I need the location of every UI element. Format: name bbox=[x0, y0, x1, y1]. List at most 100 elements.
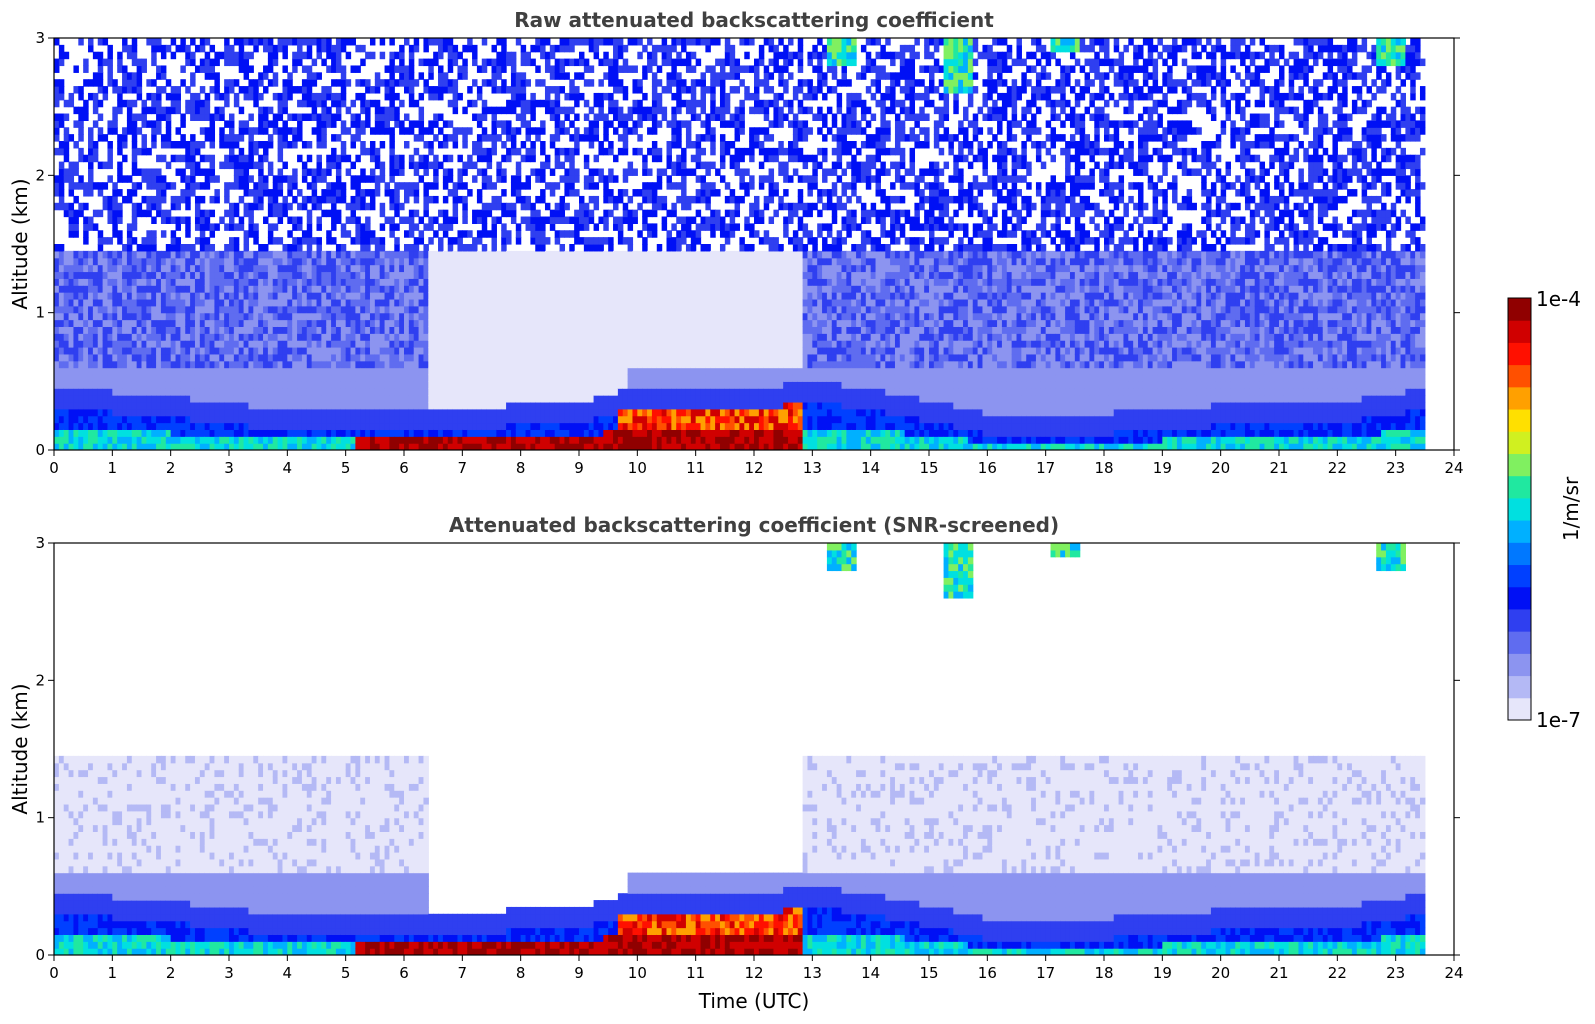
heatmap-cell bbox=[209, 141, 216, 149]
heatmap-cell bbox=[282, 415, 288, 424]
heatmap-cell bbox=[467, 264, 473, 273]
heatmap-cell bbox=[491, 264, 497, 273]
heatmap-cell bbox=[306, 237, 313, 245]
heatmap-cell bbox=[97, 127, 104, 135]
heatmap-cell bbox=[520, 113, 527, 121]
heatmap-cell bbox=[520, 182, 527, 190]
heatmap-cell bbox=[78, 408, 84, 417]
heatmap-cell bbox=[141, 99, 147, 108]
heatmap-cell bbox=[248, 326, 254, 334]
heatmap-cell bbox=[253, 278, 259, 286]
heatmap-cell bbox=[68, 285, 75, 293]
heatmap-cell bbox=[399, 79, 405, 87]
heatmap-cell bbox=[54, 65, 60, 73]
heatmap-cell bbox=[311, 58, 318, 67]
heatmap-cell bbox=[88, 44, 94, 53]
heatmap-cell bbox=[544, 99, 551, 108]
heatmap-cell bbox=[564, 257, 570, 266]
heatmap-cell bbox=[282, 436, 288, 444]
heatmap-cell bbox=[486, 298, 493, 307]
heatmap-cell bbox=[73, 360, 79, 369]
heatmap-cell bbox=[452, 99, 459, 108]
heatmap-cell bbox=[389, 175, 395, 183]
heatmap-cell bbox=[258, 175, 264, 183]
heatmap-cell bbox=[549, 353, 556, 362]
heatmap-cell bbox=[97, 319, 104, 327]
heatmap-cell bbox=[569, 189, 575, 197]
heatmap-cell bbox=[360, 278, 366, 286]
heatmap-cell bbox=[136, 285, 143, 293]
heatmap-cell bbox=[365, 223, 371, 231]
heatmap-cell bbox=[544, 182, 551, 190]
heatmap-cell bbox=[78, 367, 84, 376]
heatmap-cell bbox=[501, 395, 507, 403]
heatmap-cell bbox=[233, 182, 240, 190]
heatmap-cell bbox=[122, 44, 128, 53]
heatmap-cell bbox=[209, 298, 216, 307]
heatmap-cell bbox=[525, 175, 531, 183]
heatmap-cell bbox=[559, 127, 566, 135]
heatmap-cell bbox=[326, 319, 332, 327]
heatmap-cell bbox=[340, 99, 347, 108]
heatmap-cell bbox=[404, 250, 410, 259]
heatmap-cell bbox=[156, 312, 162, 321]
heatmap-cell bbox=[481, 79, 488, 87]
heatmap-cell bbox=[126, 422, 133, 430]
heatmap-cell bbox=[510, 99, 517, 108]
heatmap-cell bbox=[97, 134, 104, 142]
heatmap-cell bbox=[306, 86, 313, 94]
heatmap-cell bbox=[408, 285, 415, 293]
heatmap-cell bbox=[92, 401, 99, 410]
heatmap-cell bbox=[117, 141, 123, 149]
heatmap-cell bbox=[122, 305, 128, 314]
heatmap-cell bbox=[355, 408, 361, 417]
heatmap-cell bbox=[214, 401, 220, 410]
heatmap-cell bbox=[457, 271, 463, 279]
heatmap-cell bbox=[292, 395, 298, 403]
heatmap-cell bbox=[579, 395, 585, 403]
heatmap-cell bbox=[549, 340, 556, 348]
heatmap-cell bbox=[360, 147, 366, 156]
heatmap-cell bbox=[263, 271, 269, 279]
heatmap-cell bbox=[481, 312, 488, 321]
heatmap-cell bbox=[394, 319, 400, 327]
heatmap-cell bbox=[97, 422, 104, 430]
heatmap-cell bbox=[214, 223, 220, 231]
heatmap-cell bbox=[199, 360, 206, 369]
heatmap-cell bbox=[243, 257, 250, 266]
heatmap-cell bbox=[258, 285, 264, 293]
heatmap-cell bbox=[481, 99, 488, 108]
heatmap-cell bbox=[491, 44, 497, 53]
heatmap-cell bbox=[355, 250, 361, 259]
heatmap-cell bbox=[253, 92, 259, 101]
heatmap-cell bbox=[355, 257, 361, 266]
heatmap-cell bbox=[360, 340, 366, 348]
heatmap-cell bbox=[540, 429, 546, 437]
heatmap-cell bbox=[146, 312, 152, 321]
heatmap-cell bbox=[413, 374, 420, 382]
heatmap-cell bbox=[369, 127, 376, 135]
heatmap-cell bbox=[331, 415, 337, 424]
heatmap-cell bbox=[180, 65, 186, 73]
heatmap-cell bbox=[326, 38, 332, 46]
heatmap-cell bbox=[122, 244, 128, 252]
heatmap-cell bbox=[413, 134, 420, 142]
heatmap-cell bbox=[214, 360, 220, 369]
heatmap-cell bbox=[160, 141, 167, 149]
heatmap-cell bbox=[151, 250, 157, 259]
heatmap-cell bbox=[151, 92, 157, 101]
heatmap-cell bbox=[549, 347, 556, 355]
heatmap-cell bbox=[68, 271, 75, 279]
heatmap-cell bbox=[447, 360, 454, 369]
heatmap-cell bbox=[540, 189, 546, 197]
heatmap-cell bbox=[360, 347, 366, 355]
heatmap-cell bbox=[311, 333, 318, 341]
heatmap-cell bbox=[277, 374, 284, 382]
heatmap-cell bbox=[452, 86, 459, 94]
heatmap-cell bbox=[442, 429, 449, 437]
heatmap-cell bbox=[248, 340, 254, 348]
heatmap-cell bbox=[287, 436, 293, 444]
heatmap-cell bbox=[564, 127, 570, 135]
heatmap-cell bbox=[306, 312, 313, 321]
heatmap-cell bbox=[501, 237, 507, 245]
